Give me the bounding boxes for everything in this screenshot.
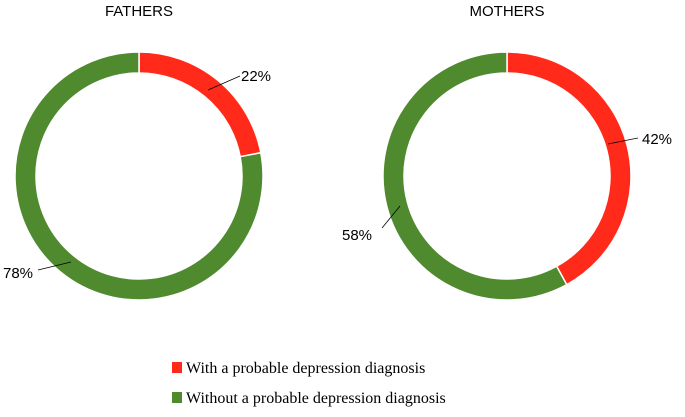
legend-swatch-without <box>172 392 182 403</box>
fathers-leader-line-with <box>207 75 241 91</box>
fathers-chart-title: FATHERS <box>105 3 173 20</box>
fathers-donut <box>14 51 264 301</box>
legend-swatch-with <box>172 362 182 373</box>
fathers-without-pct-label: 78% <box>3 265 33 282</box>
mothers-chart-title: MOTHERS <box>470 3 545 20</box>
mothers-leader-line-without <box>381 205 401 229</box>
mothers-donut <box>382 51 632 301</box>
fathers-leader-line-without <box>37 261 72 271</box>
mothers-leader-line-with <box>607 137 639 145</box>
fathers-slice-without-diagnosis <box>14 51 264 301</box>
legend: With a probable depression diagnosis Wit… <box>172 360 446 407</box>
mothers-without-pct-label: 58% <box>342 227 372 244</box>
mothers-with-pct-label: 42% <box>642 131 672 148</box>
mothers-slice-without-diagnosis <box>382 51 568 301</box>
legend-label-with: With a probable depression diagnosis <box>186 360 425 377</box>
legend-label-without: Without a probable depression diagnosis <box>186 390 446 407</box>
mothers-slice-with-diagnosis <box>506 51 632 286</box>
fathers-with-pct-label: 22% <box>241 68 271 85</box>
